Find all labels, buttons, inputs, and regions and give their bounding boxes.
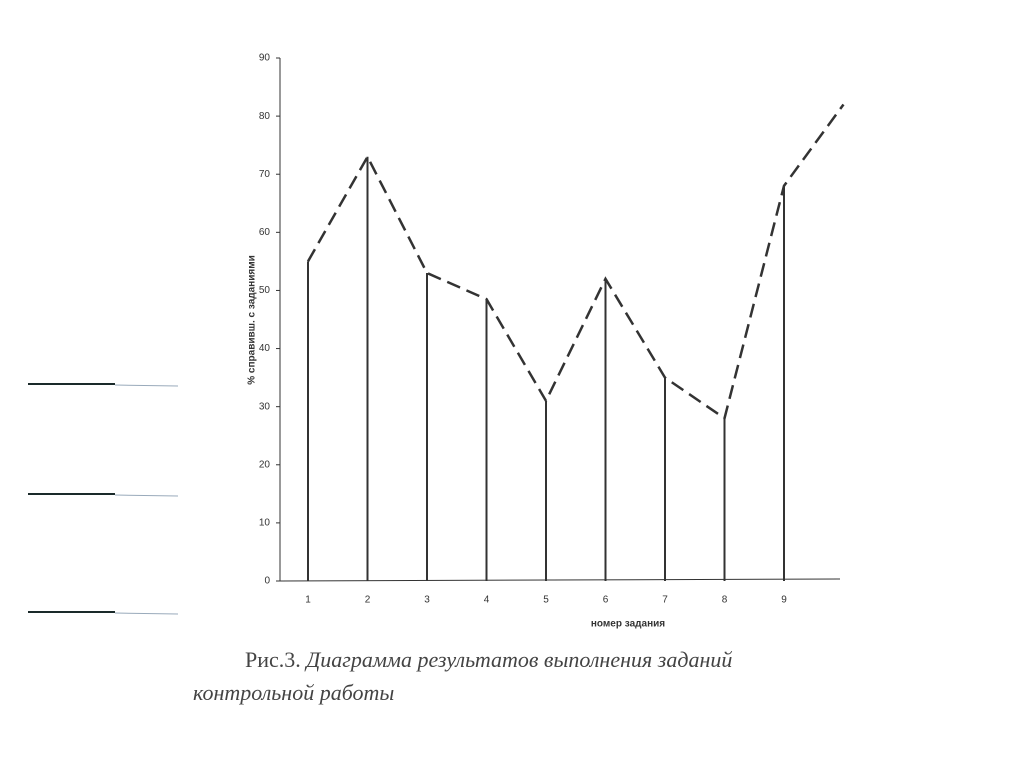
- y-tick-label: 60: [259, 227, 271, 238]
- y-tick-label: 20: [259, 459, 271, 470]
- y-tick-label: 50: [259, 285, 271, 296]
- y-tick-label: 0: [264, 576, 270, 587]
- x-tick-label: 8: [722, 595, 728, 606]
- x-tick-label: 9: [781, 595, 787, 606]
- y-tick-label: 30: [259, 401, 271, 412]
- decoration: [28, 383, 179, 615]
- x-tick-label: 1: [305, 595, 311, 606]
- caption-label: Рис.3.: [245, 647, 301, 672]
- caption: Рис.3. Диаграмма результатов выполнения …: [193, 643, 843, 709]
- x-axis-label: номер задания: [591, 619, 665, 630]
- y-tick-label: 70: [259, 169, 271, 180]
- y-tick-label: 80: [259, 111, 271, 122]
- x-tick-label: 2: [365, 595, 371, 606]
- y-tick-label: 90: [259, 53, 271, 64]
- x-tick-label: 7: [662, 595, 668, 606]
- chart: номер задания % справивш. с заданиями 0 1…: [28, 53, 845, 630]
- x-axis: [279, 578, 841, 582]
- caption-text: Диаграмма результатов выполнения заданий…: [193, 647, 733, 705]
- y-tick-label: 10: [259, 518, 271, 529]
- x-tick-label: 5: [543, 595, 549, 606]
- x-tick-label: 3: [424, 595, 430, 606]
- data-line: [306, 103, 845, 421]
- y-tick-label: 40: [259, 343, 271, 354]
- x-tick-label: 6: [603, 595, 609, 606]
- y-axis-label: % справивш. с заданиями: [247, 255, 258, 385]
- x-tick-label: 4: [484, 595, 490, 606]
